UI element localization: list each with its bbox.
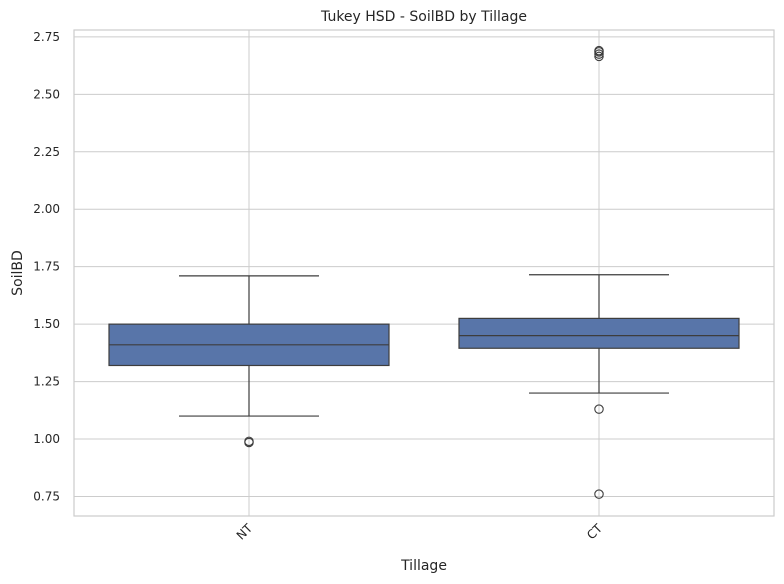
box-group-ct (458, 45, 740, 499)
y-tick-label: 1.25 (33, 375, 60, 389)
outlier-point (594, 51, 604, 62)
y-tick-label: 2.25 (33, 145, 60, 159)
plot-frame (73, 29, 775, 517)
y-axis-label: SoilBD (10, 250, 26, 296)
x-axis-label: Tillage (400, 558, 447, 574)
outlier-point (594, 489, 604, 499)
y-tick-label: 1.50 (33, 317, 60, 331)
box-group-nt (108, 275, 390, 448)
x-tick-labels: NT CT (234, 521, 606, 543)
outlier-point (594, 404, 604, 414)
x-tick-label: NT (234, 521, 256, 543)
y-tick-label: 0.75 (33, 489, 60, 503)
grid-layer (74, 30, 774, 516)
y-tick-labels: 0.75 1.00 1.25 1.50 1.75 2.00 2.25 2.50 2.75 (33, 30, 60, 504)
y-tick-label: 2.75 (33, 30, 60, 44)
chart-title: Tukey HSD - SoilBD by Tillage (320, 9, 527, 25)
outlier-point (594, 49, 604, 59)
outlier-point (594, 45, 604, 56)
y-tick-label: 1.75 (33, 260, 60, 274)
box-layer (108, 45, 740, 499)
outlier-point (244, 436, 254, 447)
y-tick-label: 2.00 (33, 202, 60, 216)
iqr-box (458, 317, 740, 349)
x-tick-label: CT (584, 521, 605, 542)
y-tick-label: 2.50 (33, 87, 60, 101)
y-tick-label: 1.00 (33, 432, 60, 446)
